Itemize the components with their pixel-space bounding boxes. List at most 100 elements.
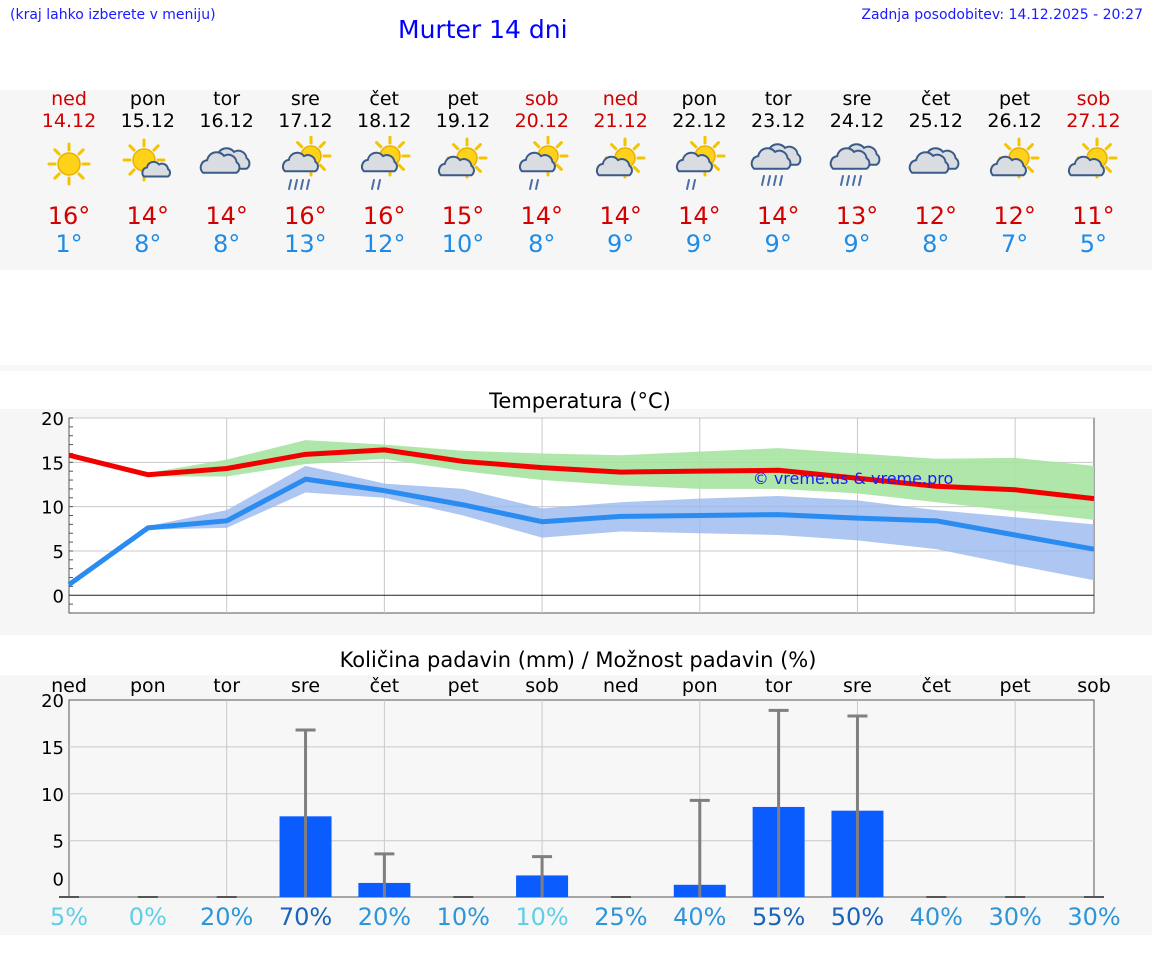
min-temp: 9° <box>843 230 871 258</box>
max-temp: 14° <box>599 202 642 230</box>
min-temp: 8° <box>134 230 162 258</box>
min-temp: 13° <box>284 230 327 258</box>
min-temp-band <box>69 465 1094 585</box>
menu-hint-link[interactable]: (kraj lahko izberete v meniju) <box>10 7 216 23</box>
x-day-label: pet <box>448 675 479 697</box>
day-date: 26.12 <box>987 110 1042 132</box>
precip-chance-label: 30% <box>1067 903 1121 931</box>
max-temp: 14° <box>756 202 800 230</box>
day-name: čet <box>921 88 951 110</box>
sun-cloud-light-rain-icon <box>361 136 411 190</box>
day-name: tor <box>213 88 241 110</box>
day-date: 21.12 <box>593 110 648 132</box>
precipitation-chart: Količina padavin (mm) / Možnost padavin … <box>41 648 1111 898</box>
watermark-text: © vreme.us & vreme.pro <box>753 469 954 488</box>
partly-cloudy-icon <box>1068 137 1118 179</box>
day-date: 16.12 <box>199 110 254 132</box>
page-title: Murter 14 dni <box>398 15 568 44</box>
precip-chance-label: 70% <box>278 903 333 931</box>
x-day-label: sre <box>291 675 320 697</box>
day-column: tor 16.12 14° 8° <box>189 88 265 258</box>
y-tick-label: 5 <box>53 542 64 563</box>
y-tick-label: 10 <box>41 498 64 519</box>
y-tick-label: 20 <box>41 691 64 712</box>
day-date: 23.12 <box>750 110 806 132</box>
day-column: ned 14.12 16° 1° <box>31 88 107 258</box>
day-column: pet 26.12 12° 7° <box>977 88 1053 258</box>
sun-cloud-light-rain-icon <box>518 136 569 190</box>
x-day-label: sob <box>525 675 559 697</box>
min-temp: 8° <box>528 230 556 258</box>
day-name: čet <box>369 88 399 110</box>
cloud-rain-icon <box>829 143 881 186</box>
min-temp: 8° <box>922 230 950 258</box>
cloud-rain-icon <box>750 143 802 186</box>
y-tick-label: 10 <box>41 785 64 806</box>
precip-chance-label: 5% <box>49 903 89 931</box>
day-name: sob <box>1076 88 1111 110</box>
x-day-label: sob <box>1077 675 1111 697</box>
day-column: sre 17.12 16° 13° <box>267 88 343 258</box>
precip-plot-area <box>68 699 1095 898</box>
day-date: 22.12 <box>672 110 727 132</box>
sun-cloud-light-rain-icon <box>676 136 726 190</box>
day-column: sob 20.12 14° 8° <box>504 88 580 258</box>
day-date: 27.12 <box>1066 110 1121 132</box>
precip-chance-label: 0% <box>128 903 167 931</box>
sun-icon <box>47 142 91 186</box>
max-temp: 12° <box>914 202 958 230</box>
day-column: sre 24.12 13° 9° <box>819 88 895 258</box>
day-column: pon 22.12 14° 9° <box>661 88 737 258</box>
day-column: sob 27.12 11° 5° <box>1055 88 1131 258</box>
y-tick-label: 0 <box>53 586 64 607</box>
day-date: 14.12 <box>41 110 97 132</box>
x-day-label: tor <box>765 675 792 697</box>
day-column: čet 25.12 12° 8° <box>898 88 974 258</box>
cloudy-icon <box>908 147 960 174</box>
day-column: ned 21.12 14° 9° <box>583 88 659 258</box>
min-temp: 9° <box>606 230 635 258</box>
day-name: sob <box>525 88 559 110</box>
day-date: 19.12 <box>435 110 491 132</box>
day-date: 25.12 <box>908 110 963 132</box>
precip-chance-label: 55% <box>751 903 806 931</box>
day-name: ned <box>51 88 87 110</box>
max-temp: 14° <box>126 202 170 230</box>
sun-small-cloud-icon <box>122 138 171 182</box>
day-name: sre <box>842 88 872 110</box>
day-name: pon <box>129 88 166 110</box>
day-column: tor 23.12 14° 9° <box>740 88 816 258</box>
sun-cloud-rain-icon <box>282 136 332 190</box>
day-date: 20.12 <box>514 110 569 132</box>
max-temp: 11° <box>1072 202 1115 230</box>
x-day-label: čet <box>370 675 400 697</box>
max-temp-line <box>68 447 1095 502</box>
precip-chance-row: 5% 0% 20% 70% 20% 10% 10% 25% 40% 55% 50% 40% 30% 30% <box>0 903 1152 937</box>
max-temp: 13° <box>835 202 879 230</box>
day-date: 17.12 <box>278 110 333 132</box>
precip-chance-label: 20% <box>357 903 412 931</box>
temp-chart-title: Temperatura (°C) <box>488 389 671 413</box>
min-temp: 9° <box>764 230 792 258</box>
max-temp: 12° <box>993 202 1036 230</box>
day-columns: ned 14.12 16° 1° pon 15.12 14° 8° tor 16.12 14° 8° s… <box>0 88 1152 268</box>
min-temp: 9° <box>685 230 714 258</box>
day-name: pet <box>998 88 1031 110</box>
x-day-label: ned <box>51 675 87 697</box>
partly-cloudy-icon <box>438 137 488 179</box>
precip-chance-label: 25% <box>594 903 648 931</box>
day-date: 18.12 <box>356 110 412 132</box>
min-temp: 5° <box>1079 230 1108 258</box>
x-day-label: pon <box>130 675 166 697</box>
min-temp-line <box>67 476 1095 587</box>
min-temp: 1° <box>55 230 83 258</box>
partly-cloudy-icon <box>989 137 1040 179</box>
y-tick-label: 15 <box>41 738 64 759</box>
day-name: sre <box>290 88 320 110</box>
precip-chance-label: 50% <box>830 903 885 931</box>
partly-cloudy-icon <box>595 137 646 179</box>
temperature-chart: Temperatura (°C) 0 5 10 15 20 © vreme.us & vre… <box>41 389 1095 614</box>
y-tick-label: 0 <box>53 870 64 891</box>
day-column: pon 15.12 14° 8° <box>110 88 186 258</box>
precip-chance-label: 40% <box>673 903 727 931</box>
